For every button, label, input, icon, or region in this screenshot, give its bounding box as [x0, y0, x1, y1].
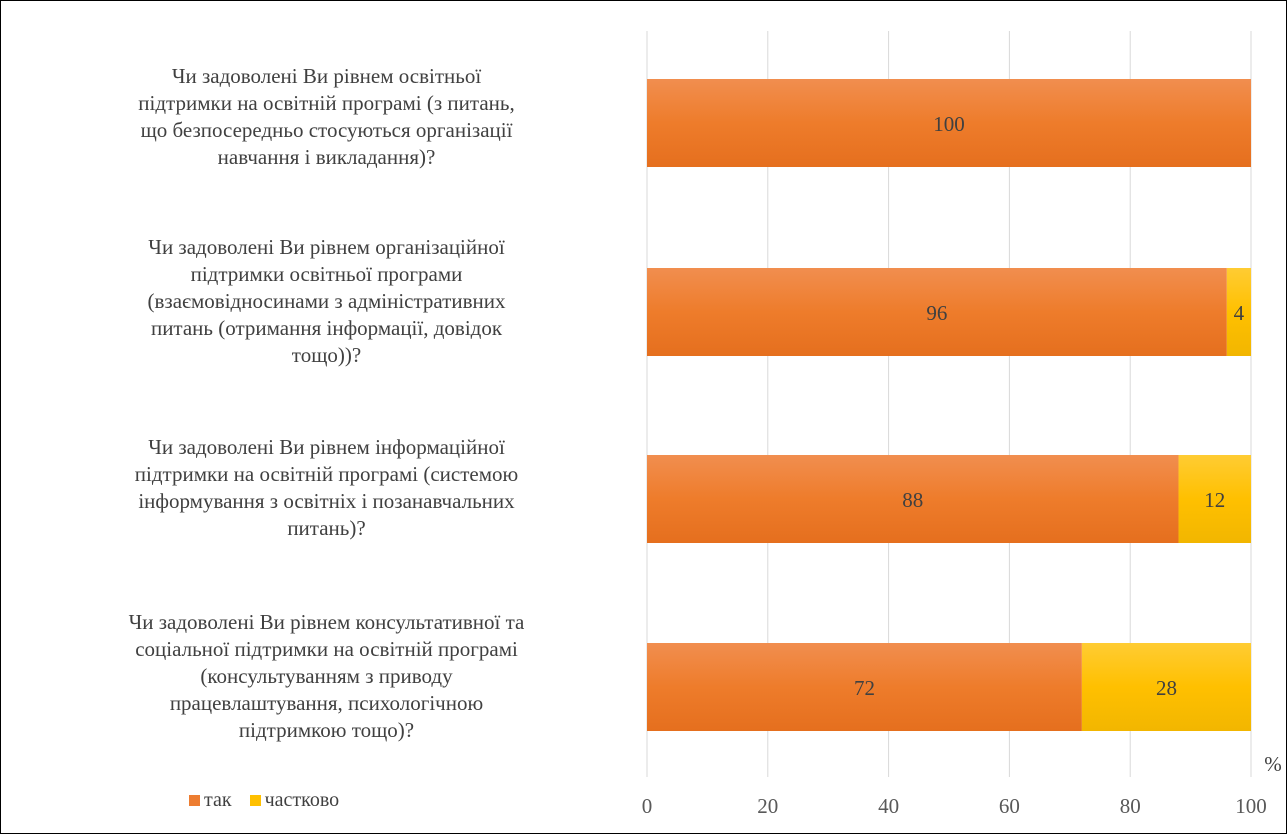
legend-swatch-chastkovo: [249, 795, 261, 806]
bar-chastkovo-2: [1226, 268, 1251, 356]
bar-chastkovo-3: [1178, 455, 1251, 543]
x-tick-label-100: 100: [1235, 794, 1267, 818]
x-tick-label-0: 0: [642, 794, 653, 818]
data-labels: 100 96 4 88 12 72 28: [854, 112, 1245, 700]
bar-tak-1: [647, 79, 1251, 167]
x-axis-ticks: 0 20 40 60 80 100: [642, 794, 1267, 818]
x-tick-label-40: 40: [878, 794, 899, 818]
category-label-4: Чи задоволені Ви рівнем консультативної …: [128, 610, 525, 742]
category-label-2: Чи задоволені Ви рівнем організаційної п…: [147, 235, 506, 367]
x-tick-label-60: 60: [999, 794, 1020, 818]
x-tick-label-80: 80: [1120, 794, 1141, 818]
bars: [647, 79, 1251, 731]
data-label-tak-1: 100: [933, 112, 965, 136]
legend-label-tak: так: [204, 789, 232, 811]
x-tick-label-20: 20: [757, 794, 778, 818]
legend-swatch-tak: [189, 795, 200, 806]
bar-tak-2: [647, 268, 1227, 356]
bar-chastkovo-4: [1081, 643, 1251, 731]
data-label-chastkovo-3: 12: [1204, 488, 1225, 512]
bar-tak-4: [647, 643, 1082, 731]
x-axis-label: %: [1264, 752, 1282, 776]
legend-item-tak: так: [189, 789, 232, 812]
legend-label-chastkovo: частково: [264, 789, 340, 811]
legend: так частково: [189, 789, 357, 812]
data-label-chastkovo-4: 28: [1156, 676, 1177, 700]
legend-item-chastkovo: частково: [249, 789, 340, 812]
data-label-tak-4: 72: [854, 676, 875, 700]
bar-tak-3: [647, 455, 1179, 543]
category-label-1: Чи задоволені Ви рівнем освітньої підтри…: [138, 64, 515, 169]
data-label-chastkovo-2: 4: [1234, 301, 1245, 325]
data-label-tak-3: 88: [902, 488, 923, 512]
category-label-3: Чи задоволені Ви рівнем інформаційної пі…: [134, 435, 519, 540]
data-label-tak-2: 96: [926, 301, 947, 325]
